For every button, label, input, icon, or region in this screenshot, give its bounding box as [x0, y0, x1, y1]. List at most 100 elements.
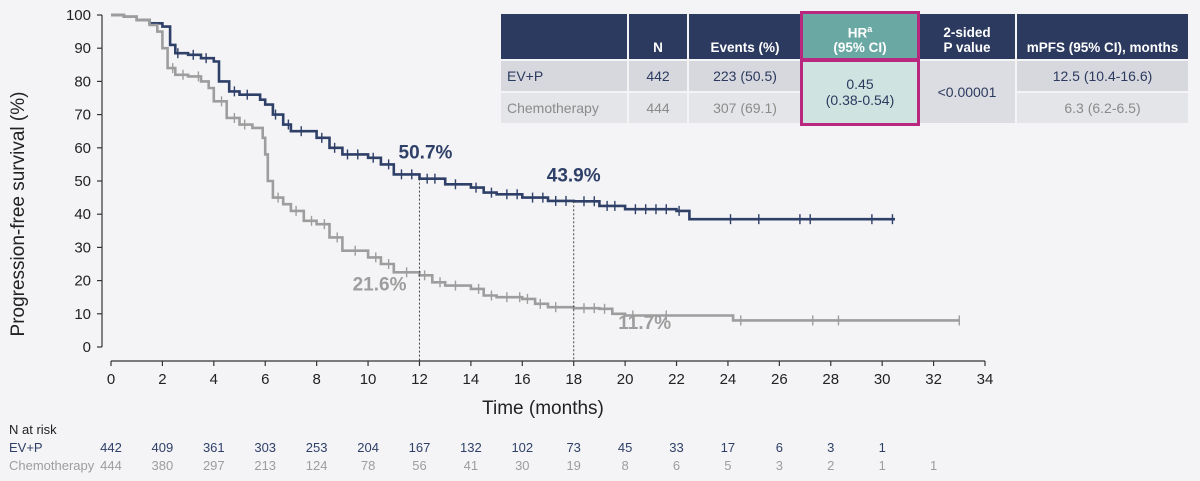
header-mpfs: mPFS (95% CI), months [1017, 14, 1188, 59]
risk-value: 297 [202, 458, 225, 473]
x-tick-label: 32 [925, 371, 942, 388]
y-tick-label: 70 [74, 107, 91, 124]
y-tick-label: 60 [74, 140, 91, 157]
risk-value: 41 [463, 458, 479, 473]
risk-value: 444 [100, 458, 122, 473]
landmark-annotations: 50.7% 43.9% 21.6% 11.7% [353, 143, 671, 361]
risk-value: 3 [827, 440, 835, 455]
risk-value: 8 [621, 458, 629, 473]
risk-value: 5 [724, 458, 732, 473]
risk-label-evp: EV+P [9, 440, 43, 455]
risk-value: 380 [151, 458, 174, 473]
risk-value: 2 [827, 458, 835, 473]
x-tick-label: 10 [360, 371, 377, 388]
y-tick-label: 100 [66, 7, 91, 24]
header-events: Events (%) [689, 14, 801, 59]
y-tick-label: 80 [74, 73, 91, 90]
row-events: 223 (50.5) [689, 61, 801, 91]
number-at-risk-table: N at risk EV+P Chemotherapy 442 409 361 303… [0, 418, 1000, 478]
risk-value: 73 [566, 440, 581, 455]
header-p-value: 2-sided P value [919, 14, 1015, 59]
x-tick-label: 12 [411, 371, 428, 388]
y-tick-label: 50 [74, 173, 91, 190]
landmark-label-evp-12: 50.7% [399, 143, 453, 164]
hr-ci-value: (0.38-0.54) [825, 92, 895, 108]
x-tick-label: 18 [565, 371, 582, 388]
row-mpfs: 12.5 (10.4-16.6) [1017, 61, 1188, 91]
header-hr-sup: a [867, 23, 873, 34]
y-tick-label: 90 [74, 40, 91, 57]
header-hr-label: HR [847, 25, 868, 40]
risk-value: 409 [151, 440, 174, 455]
risk-value: 56 [412, 458, 427, 473]
risk-value: 361 [202, 440, 225, 455]
row-mpfs: 6.3 (6.2-6.5) [1017, 93, 1188, 123]
y-tick-label: 30 [74, 239, 91, 256]
landmark-label-chemotherapy-12: 21.6% [353, 274, 407, 295]
risk-value: 132 [460, 440, 482, 455]
survival-curves [111, 13, 960, 326]
risk-value: 167 [408, 440, 431, 455]
y-tick-label: 40 [74, 206, 91, 223]
risk-value: 204 [357, 440, 379, 455]
header-hr-ci: (95% CI) [833, 40, 887, 55]
row-n: 444 [629, 93, 687, 123]
x-tick-label: 26 [771, 371, 788, 388]
header-blank [501, 14, 627, 59]
risk-value: 78 [360, 458, 376, 473]
row-n: 442 [629, 61, 687, 91]
x-tick-label: 2 [158, 371, 166, 388]
series-evp [111, 13, 895, 225]
p-value-cell: <0.00001 [919, 61, 1015, 123]
row-label: EV+P [501, 61, 627, 91]
risk-value: 45 [617, 440, 633, 455]
risk-value: 33 [669, 440, 684, 455]
y-tick-label: 10 [74, 306, 91, 323]
x-tick-label: 0 [107, 371, 115, 388]
header-n: N [629, 14, 687, 59]
risk-value: 124 [305, 458, 328, 473]
risk-value: 6 [672, 458, 681, 473]
y-axis-title: Progression-free survival (%) [8, 92, 29, 337]
header-hr: HRa (95% CI) [800, 11, 920, 62]
risk-value: 1 [878, 440, 886, 455]
y-tick-label: 20 [74, 273, 91, 290]
x-tick-label: 30 [874, 371, 891, 388]
x-tick-label: 16 [514, 371, 531, 388]
x-tick-label: 22 [668, 371, 685, 388]
x-tick-label: 4 [210, 371, 218, 388]
x-tick-label: 28 [822, 371, 839, 388]
x-axis-title: Time (months) [482, 398, 604, 419]
x-tick-label: 6 [261, 371, 269, 388]
risk-value: 253 [305, 440, 328, 455]
risk-value: 102 [511, 440, 534, 455]
table-row-evp: EV+P 442 223 (50.5) 0.45 (0.38-0.54) <0.0… [501, 58, 1188, 126]
x-tick-label: 14 [463, 371, 480, 388]
survival-line [111, 13, 960, 322]
x-tick-label: 8 [312, 371, 320, 388]
x-tick-label: 24 [720, 371, 737, 388]
risk-value: 17 [720, 440, 736, 455]
risk-value: 19 [566, 458, 581, 473]
survival-line [111, 13, 895, 221]
row-label: Chemotherapy [501, 93, 627, 123]
summary-header-row: N Events (%) HRa (95% CI) 2-sided P value … [501, 11, 1188, 62]
hr-value-cell: 0.45 (0.38-0.54) [800, 58, 920, 126]
landmark-label-evp-18: 43.9% [547, 165, 601, 186]
risk-value: 30 [515, 458, 530, 473]
hr-value: 0.45 [846, 76, 874, 92]
x-tick-label: 20 [617, 371, 634, 388]
risk-value: 1 [929, 458, 938, 473]
series-chemotherapy [111, 13, 960, 326]
landmark-label-chemotherapy-18: 11.7% [618, 313, 671, 334]
header-p-line2: P value [943, 40, 991, 55]
header-p-line1: 2-sided [943, 25, 991, 40]
risk-label-chemotherapy: Chemotherapy [9, 458, 95, 473]
table-row-chemotherapy: Chemotherapy 444 307 (69.1) 6.3 (6.2-6.5… [501, 93, 1188, 123]
risk-value: 303 [254, 440, 277, 455]
x-tick-label: 34 [977, 371, 994, 388]
y-tick-label: 0 [83, 339, 91, 356]
row-events: 307 (69.1) [689, 93, 801, 123]
